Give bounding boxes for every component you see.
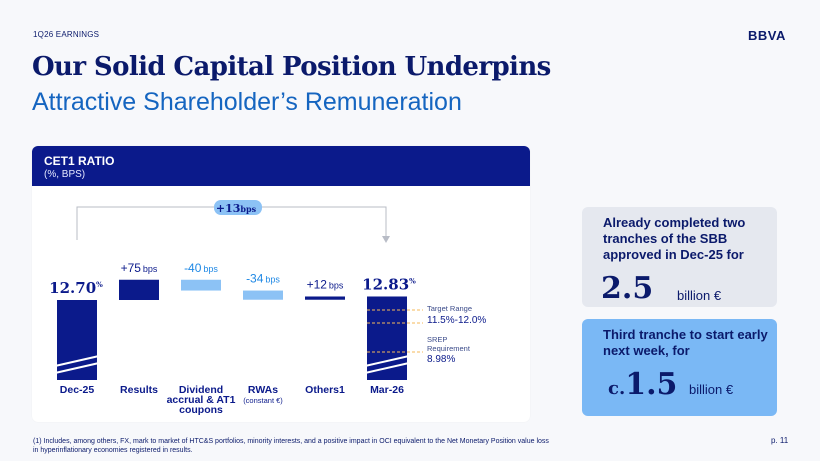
total-change-label: +13bps bbox=[216, 202, 257, 215]
cet1-panel-header: CET1 RATIO (%, BPS) bbox=[32, 146, 530, 186]
srep-value: 8.98% bbox=[427, 354, 455, 365]
bar-step-2 bbox=[181, 279, 221, 291]
x-tick-label-1: Dec-25 bbox=[60, 384, 95, 396]
data-label-step-3: -34 bps bbox=[246, 272, 280, 286]
bar-dec-25 bbox=[57, 300, 97, 380]
target-range-value: 11.5%-12.0% bbox=[427, 315, 486, 326]
axis-break-2b bbox=[364, 362, 410, 374]
third-tranche-unit: billion € bbox=[689, 382, 734, 397]
data-label-step-4: +12 bps bbox=[307, 277, 344, 291]
x-tick-label-2: Results bbox=[120, 384, 158, 396]
third-tranche-value: c.1.5 bbox=[608, 367, 677, 402]
x-tick-label-3-2: accrual & AT1 bbox=[167, 394, 236, 406]
third-tranche-number: 1.5 bbox=[625, 367, 678, 402]
x-tick-label-6: Mar-26 bbox=[370, 384, 404, 396]
data-label-dec-25: 12.70% bbox=[49, 279, 103, 297]
axis-break-2a bbox=[364, 355, 410, 367]
srep-label-1: SREP bbox=[427, 335, 447, 344]
sbb-completed-value: 2.5 bbox=[601, 271, 654, 306]
sbb-completed-card: Already completed two tranches of the SB… bbox=[582, 207, 777, 307]
total-change-pill bbox=[214, 200, 262, 215]
x-tick-label-4-1: RWAs bbox=[248, 384, 278, 396]
bar-step-4 bbox=[305, 296, 345, 300]
bar-step-1 bbox=[119, 279, 159, 300]
axis-break-1a bbox=[54, 355, 100, 367]
target-range-label: Target Range bbox=[427, 304, 472, 313]
x-tick-label-3-1: Dividend bbox=[179, 384, 223, 396]
page-subtitle: Attractive Shareholder’s Remuneration bbox=[32, 88, 462, 116]
page-title: Our Solid Capital Position Underpins bbox=[32, 52, 551, 82]
footnote: (1) Includes, among others, FX, mark to … bbox=[33, 438, 549, 454]
cet1-panel bbox=[32, 146, 530, 422]
sbb-completed-unit: billion € bbox=[677, 288, 722, 303]
page-number: p. 11 bbox=[771, 436, 789, 445]
axis-break-1b bbox=[54, 362, 100, 374]
change-bracket-arrow bbox=[382, 236, 390, 243]
panel-title: CET1 RATIO bbox=[44, 154, 115, 168]
section-label: 1Q26 EARNINGS bbox=[33, 30, 100, 39]
data-label-mar-26: 12.83% bbox=[362, 275, 416, 293]
panel-subtitle: (%, BPS) bbox=[44, 169, 86, 180]
data-label-step-2: -40 bps bbox=[184, 261, 218, 275]
sbb-completed-text: Already completed two tranches of the SB… bbox=[603, 215, 746, 262]
bbva-logo: BBVA bbox=[748, 28, 786, 43]
x-tick-label-3-3: coupons bbox=[179, 404, 223, 416]
third-tranche-text: Third tranche to start early next week, … bbox=[603, 327, 768, 358]
bar-step-3 bbox=[243, 290, 283, 300]
srep-label-2: Requirement bbox=[427, 344, 471, 353]
x-tick-label-4-2: (constant €) bbox=[243, 396, 283, 405]
third-tranche-card: Third tranche to start early next week, … bbox=[582, 319, 777, 416]
third-tranche-prefix: c. bbox=[608, 378, 626, 399]
x-tick-label-5: Others1 bbox=[305, 384, 345, 396]
data-label-step-1: +75 bps bbox=[121, 261, 158, 275]
